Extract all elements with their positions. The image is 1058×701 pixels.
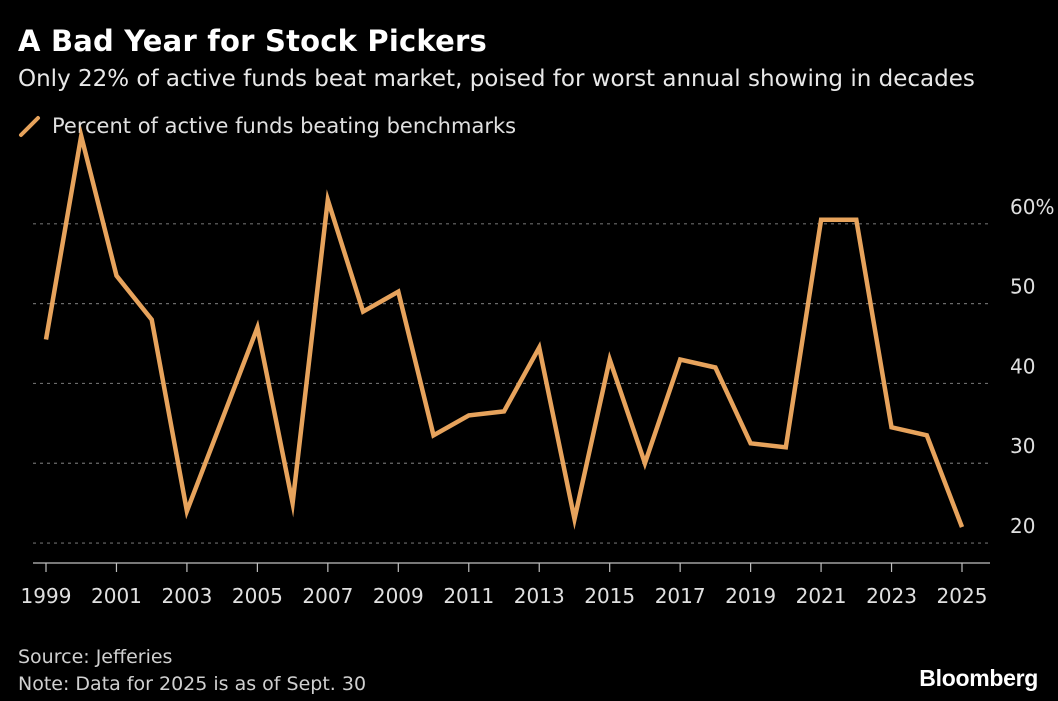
data-point-2005 <box>255 325 259 329</box>
bloomberg-logo: Bloomberg <box>919 665 1038 691</box>
x-tick-label: 2017 <box>655 584 706 608</box>
data-point-2017 <box>678 357 682 361</box>
data-point-2007 <box>326 198 330 202</box>
source-note: Source: Jefferies <box>18 646 173 668</box>
data-point-2001 <box>114 273 118 277</box>
x-axis-labels: 1999 2001 2003 2005 2007 2009 2011 2013 2015 2017… <box>21 584 988 608</box>
x-tick-label: 2023 <box>866 584 917 608</box>
data-point-2010 <box>431 433 435 437</box>
x-tick-label: 1999 <box>21 584 72 608</box>
data-point-2006 <box>290 501 294 505</box>
y-tick-label: 50 <box>1010 275 1035 299</box>
data-point-2019 <box>748 441 752 445</box>
line-swatch-icon <box>19 116 40 137</box>
data-point-2008 <box>361 309 365 313</box>
data-point-2004 <box>220 417 224 421</box>
data-point-2011 <box>467 413 471 417</box>
data-point-1999 <box>44 337 48 341</box>
x-tick-label: 2025 <box>937 584 988 608</box>
data-point-2000 <box>79 134 83 138</box>
x-tick-label: 2011 <box>443 584 494 608</box>
series <box>43 125 965 530</box>
data-point-2012 <box>502 409 506 413</box>
data-point-2015 <box>607 357 611 361</box>
data-point-2021 <box>819 218 823 222</box>
x-tick-label: 2009 <box>373 584 424 608</box>
x-axis <box>33 562 990 572</box>
x-tick-label: 2019 <box>725 584 776 608</box>
x-tick-label: 2021 <box>796 584 847 608</box>
y-axis-labels: 20 30 40 50 60% <box>1010 195 1054 538</box>
data-point-2016 <box>643 461 647 465</box>
data-point-2020 <box>784 445 788 449</box>
data-point-2002 <box>149 317 153 321</box>
data-point-2009 <box>396 289 400 293</box>
line-chart: 20 30 40 50 60% 1999 2001 2003 2005 2007 2009 2011… <box>21 125 1054 608</box>
y-tick-label: 60% <box>1010 195 1054 219</box>
data-point-2022 <box>854 218 858 222</box>
data-point-2018 <box>713 365 717 369</box>
x-tick-label: 2013 <box>514 584 565 608</box>
gridlines <box>33 223 990 544</box>
data-point-2023 <box>889 425 893 429</box>
x-tick-label: 2003 <box>161 584 212 608</box>
series-line-0 <box>43 125 965 530</box>
chart-title: A Bad Year for Stock Pickers <box>18 24 487 58</box>
legend: Percent of active funds beating benchmar… <box>18 114 516 138</box>
data-point-2013 <box>537 345 541 349</box>
chart-subtitle: Only 22% of active funds beat market, po… <box>18 66 975 92</box>
x-tick-label: 2001 <box>91 584 142 608</box>
data-point-2003 <box>185 509 189 513</box>
data-point-2024 <box>925 433 929 437</box>
legend-label: Percent of active funds beating benchmar… <box>52 114 517 138</box>
x-tick-label: 2005 <box>232 584 283 608</box>
y-tick-label: 20 <box>1010 514 1035 538</box>
y-tick-label: 30 <box>1010 434 1035 458</box>
y-tick-label: 40 <box>1010 354 1035 378</box>
data-point-2014 <box>572 517 576 521</box>
x-tick-label: 2007 <box>302 584 353 608</box>
data-note: Note: Data for 2025 is as of Sept. 30 <box>18 673 367 695</box>
data-point-2025 <box>960 525 964 529</box>
x-tick-label: 2015 <box>584 584 635 608</box>
